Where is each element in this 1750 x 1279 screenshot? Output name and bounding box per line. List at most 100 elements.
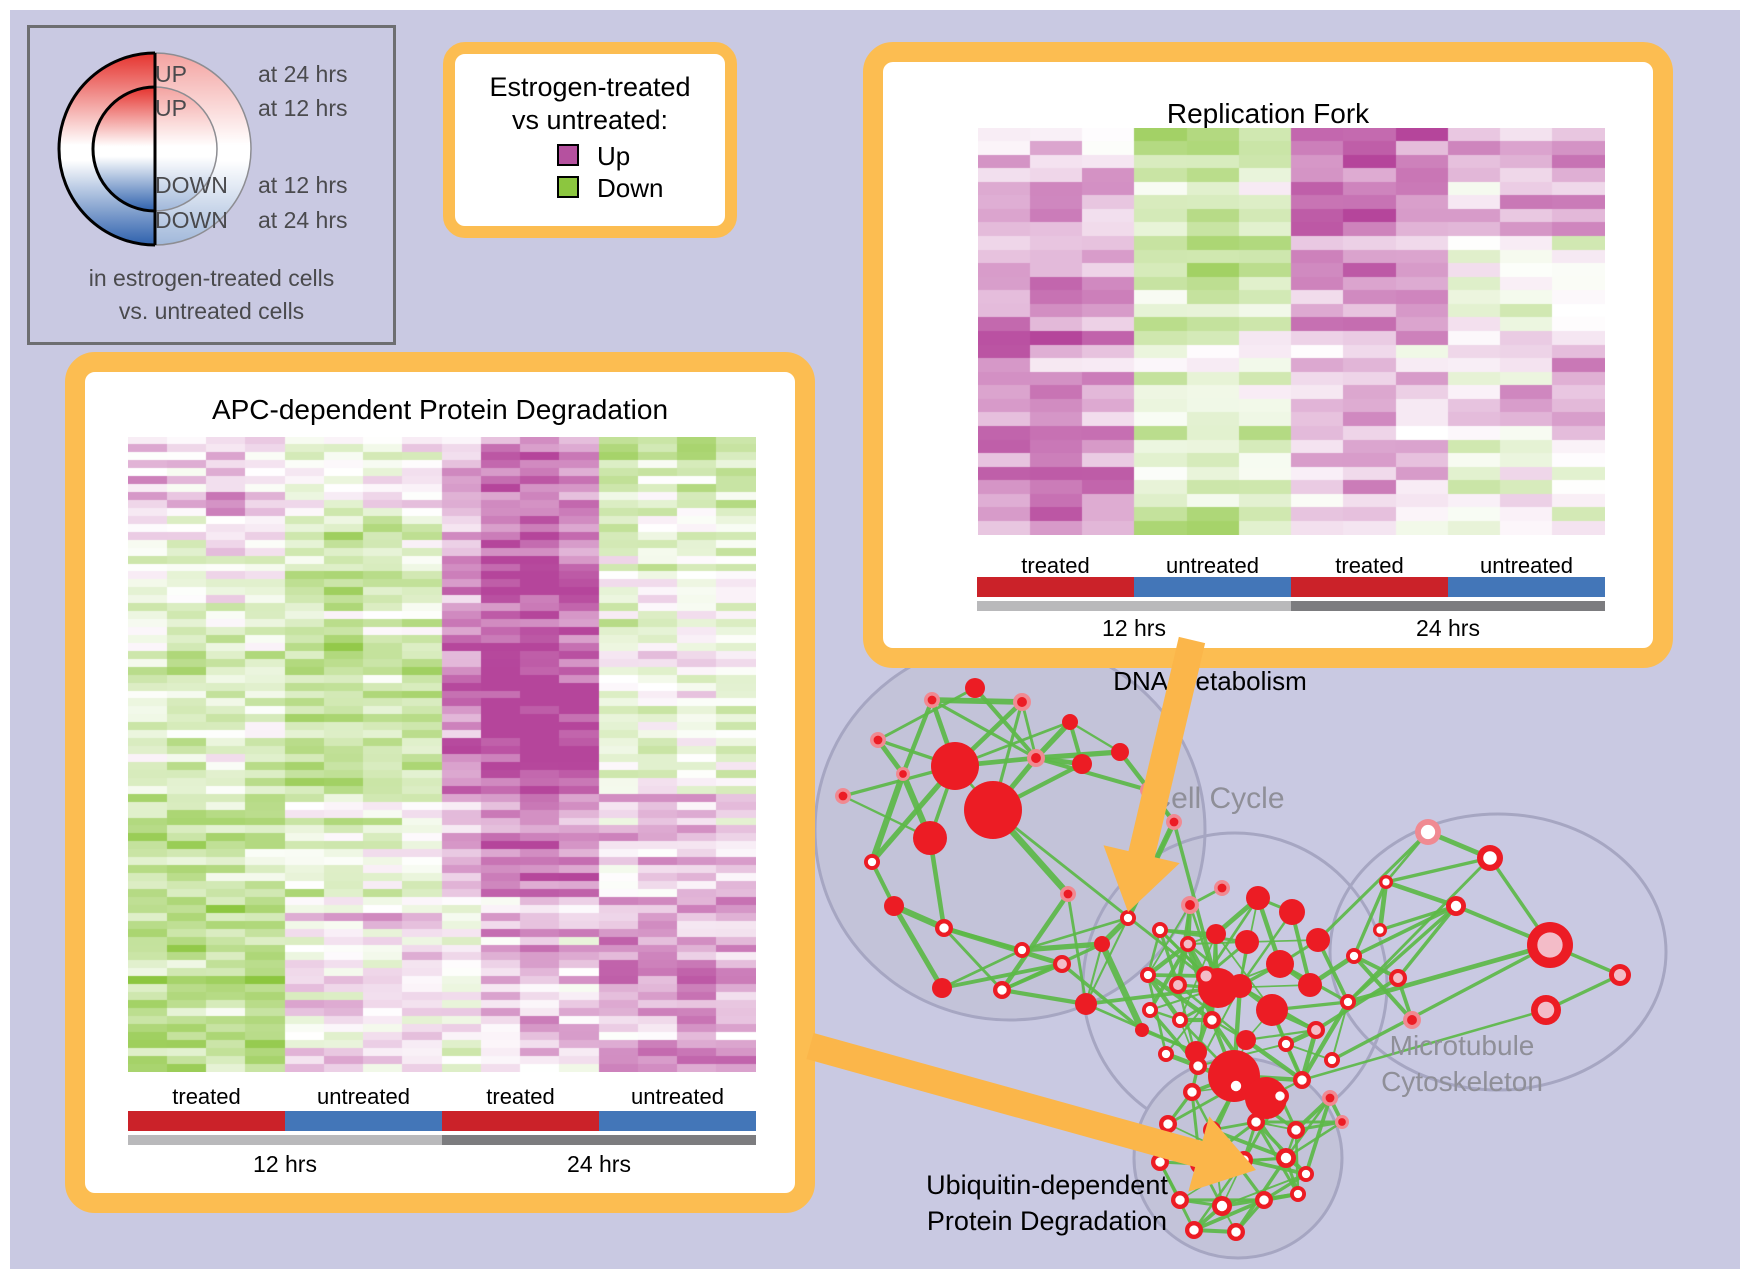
- network-node: [1135, 1023, 1149, 1037]
- network-node: [1111, 743, 1129, 761]
- network-node: [1306, 928, 1330, 952]
- network-node-center: [1280, 1152, 1292, 1164]
- network-edge: [931, 698, 1037, 760]
- network-edge: [941, 962, 1063, 990]
- network-node-center: [997, 985, 1007, 995]
- ring-legend-time-1: at 24 hrs: [258, 61, 348, 87]
- network-node-center: [1175, 1195, 1185, 1205]
- apc-untreated-bar-1: [285, 1111, 442, 1131]
- network-edge: [1066, 893, 1088, 1005]
- replication-fork-panel: Replication Fork treated untreated treat…: [863, 42, 1673, 668]
- network-node: [1185, 1041, 1207, 1063]
- network-edge: [1379, 904, 1457, 932]
- replication-fork-title: Replication Fork: [1166, 98, 1370, 129]
- rf-12hrs-bar: [977, 601, 1291, 611]
- arrow-shaft: [1127, 636, 1206, 862]
- network-node-center: [1193, 1061, 1203, 1071]
- network-edge: [1294, 1129, 1300, 1195]
- rf-untreated-bar-1: [1134, 577, 1291, 597]
- apc-group-label-2: untreated: [317, 1084, 410, 1109]
- network-node: [1279, 899, 1305, 925]
- ring-legend-caption-1: in estrogen-treated cells: [88, 265, 335, 291]
- network-node-center: [1200, 970, 1212, 982]
- network-node-center: [1123, 913, 1133, 923]
- ring-legend-dir-2: UP: [155, 95, 187, 121]
- network-node-center: [1017, 697, 1027, 707]
- network-node-center: [1169, 817, 1179, 827]
- network-node: [1062, 714, 1078, 730]
- network-node-center: [1017, 945, 1027, 955]
- network-node: [1298, 973, 1322, 997]
- network-node-center: [899, 770, 907, 778]
- network-edge: [1146, 942, 1190, 977]
- network-edge: [1377, 881, 1389, 931]
- network-node-center: [1207, 1015, 1217, 1025]
- cell-cycle-label: Cell Cycle: [1149, 782, 1285, 815]
- network-edge: [1352, 881, 1388, 957]
- network-node-center: [939, 923, 949, 933]
- network-node-center: [1230, 1080, 1242, 1092]
- network-node-center: [1231, 1227, 1241, 1237]
- apc-degradation-panel: APC-dependent Protein Degradation treate…: [65, 352, 815, 1213]
- apc-24hrs-label: 24 hrs: [567, 1151, 631, 1177]
- network-node: [1228, 974, 1252, 998]
- network-node: [931, 742, 979, 790]
- network-edge: [1301, 1008, 1547, 1082]
- rf-group-label-4: untreated: [1480, 553, 1573, 578]
- network-edge: [973, 686, 1038, 760]
- cluster-mt: [1328, 812, 1668, 1092]
- rf-group-label-1: treated: [1021, 553, 1090, 578]
- network-edge: [1099, 942, 1145, 1032]
- network-node-center: [1393, 973, 1403, 983]
- network-node-center: [1327, 1055, 1337, 1065]
- up-color-swatch: [557, 144, 579, 166]
- network-edge: [1001, 987, 1087, 1007]
- apc-title: APC-dependent Protein Degradation: [211, 394, 669, 425]
- ring-legend-time-4: at 24 hrs: [258, 207, 348, 233]
- network-node: [1072, 754, 1092, 774]
- network-node: [1075, 993, 1097, 1015]
- up-label: Up: [597, 141, 631, 171]
- network-node: [1246, 886, 1270, 910]
- network-node: [1266, 950, 1294, 978]
- network-node-center: [1143, 970, 1153, 980]
- network-node-center: [1537, 932, 1563, 958]
- network-node-center: [1281, 1039, 1291, 1049]
- network-edge: [1244, 1038, 1304, 1082]
- network-node-center: [1349, 951, 1359, 961]
- network-node-center: [1155, 925, 1165, 935]
- network-edge: [1035, 756, 1149, 792]
- network-node-center: [867, 857, 877, 867]
- rf-untreated-bar-2: [1448, 577, 1605, 597]
- network-node-center: [1155, 1157, 1165, 1167]
- network-node: [1094, 936, 1110, 952]
- ring-gradient-icon: [57, 51, 252, 247]
- network-node-center: [1173, 980, 1183, 990]
- network-edge: [1146, 973, 1182, 1022]
- dna-metabolism-label: DNA Metabolism: [1113, 666, 1307, 696]
- network-node-center: [1145, 1005, 1155, 1015]
- network-edge: [1304, 1097, 1332, 1175]
- network-node: [913, 821, 947, 855]
- network-edge: [877, 686, 976, 742]
- apc-12hrs-label: 12 hrs: [253, 1151, 317, 1177]
- ring-legend-time-3: at 12 hrs: [258, 172, 348, 198]
- network-edge: [1021, 941, 1103, 953]
- network-node-center: [1259, 1195, 1269, 1205]
- network-node: [1235, 930, 1259, 954]
- network-node-center: [1063, 889, 1073, 899]
- network-node-center: [1189, 1225, 1199, 1235]
- network-node-center: [1382, 878, 1390, 886]
- network-node-center: [1163, 1119, 1173, 1129]
- network-node-center: [1057, 959, 1067, 969]
- network-edge: [1020, 701, 1038, 759]
- network-edge: [1347, 942, 1551, 1005]
- network-node-center: [1031, 753, 1041, 763]
- network-edge: [992, 808, 1219, 990]
- rf-treated-bar-1: [977, 577, 1134, 597]
- network-edge: [1353, 904, 1457, 958]
- network-edge: [943, 925, 1063, 967]
- network-node-center: [1325, 1093, 1335, 1103]
- network-node-center: [1251, 1117, 1261, 1127]
